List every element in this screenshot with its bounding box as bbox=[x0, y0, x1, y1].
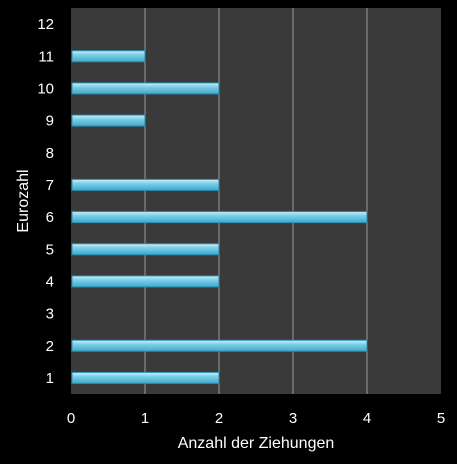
bar-eurozahl-9 bbox=[71, 114, 146, 127]
bar-eurozahl-6 bbox=[71, 211, 368, 224]
bar-eurozahl-4 bbox=[71, 275, 220, 288]
plot-area bbox=[71, 8, 441, 394]
y-tick-label: 7 bbox=[46, 177, 54, 194]
x-tick-label: 4 bbox=[363, 410, 371, 427]
y-tick-label: 5 bbox=[46, 241, 54, 258]
bar-eurozahl-7 bbox=[71, 178, 220, 191]
y-tick-label: 4 bbox=[46, 273, 54, 290]
y-tick-label: 3 bbox=[46, 306, 54, 323]
y-tick-label: 12 bbox=[37, 16, 54, 33]
bar-eurozahl-1 bbox=[71, 371, 220, 384]
y-tick-label: 8 bbox=[46, 145, 54, 162]
bars bbox=[71, 50, 368, 384]
x-tick-label: 1 bbox=[141, 410, 149, 427]
bar-eurozahl-10 bbox=[71, 82, 220, 95]
y-tick-label: 10 bbox=[37, 80, 54, 97]
x-tick-label: 2 bbox=[215, 410, 223, 427]
y-axis-title: Eurozahl bbox=[15, 169, 32, 232]
x-axis-ticks: 0 1 2 3 4 5 bbox=[67, 410, 445, 427]
bar-eurozahl-2 bbox=[71, 339, 368, 352]
x-axis-title: Anzahl der Ziehungen bbox=[178, 435, 335, 452]
y-tick-label: 1 bbox=[46, 370, 54, 387]
x-tick-label: 0 bbox=[67, 410, 75, 427]
y-tick-label: 9 bbox=[46, 113, 54, 130]
y-tick-label: 11 bbox=[38, 48, 54, 65]
bar-eurozahl-5 bbox=[71, 243, 220, 256]
y-tick-label: 6 bbox=[46, 209, 54, 226]
x-tick-label: 3 bbox=[289, 410, 297, 427]
x-tick-label: 5 bbox=[437, 410, 445, 427]
gridlines bbox=[144, 8, 368, 394]
bar-eurozahl-11 bbox=[71, 50, 146, 63]
y-tick-label: 2 bbox=[46, 338, 54, 355]
